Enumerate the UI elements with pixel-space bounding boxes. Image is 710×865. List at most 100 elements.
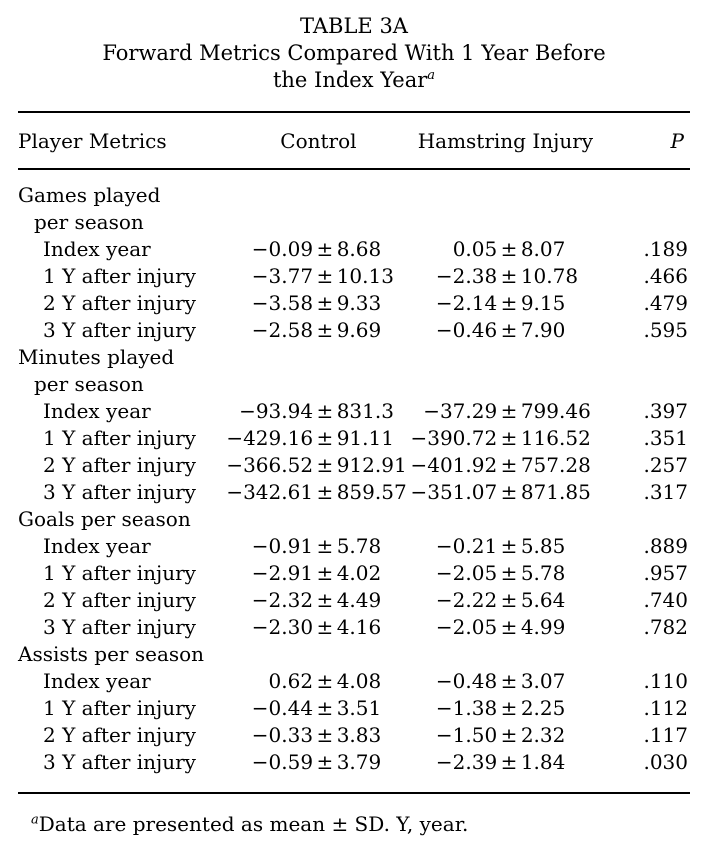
control-mean: −2.58 (251, 318, 314, 342)
table-title-line: Forward Metrics Compared With 1 Year Bef… (102, 41, 606, 65)
section-label-row: Games played (18, 169, 690, 209)
table-row: Index year −0.91 ±5.78 −0.21 ±5.85.889 (18, 533, 690, 560)
table-title-continued: the Index Yeara (18, 67, 690, 94)
p-value: .782 (643, 615, 688, 639)
row-label: 2 Y after injury (43, 453, 196, 477)
row-label: 2 Y after injury (43, 723, 196, 747)
plus-minus-sign: ± (500, 723, 518, 747)
section-label: Assists per season (18, 642, 205, 666)
col-header-control: Control (280, 128, 357, 153)
hamstring-sd: 2.25 (520, 696, 566, 720)
p-value: .112 (643, 696, 688, 720)
hamstring-mean: 0.05 (452, 237, 498, 261)
table-number: TABLE 3A (300, 14, 408, 38)
col-header-player-metrics: Player Metrics (18, 128, 167, 153)
control-mean: −0.44 (251, 696, 314, 720)
plus-minus-sign: ± (316, 750, 334, 774)
control-sd: 912.91 (336, 453, 407, 477)
table-row: 3 Y after injury −2.58 ±9.69 −0.46 ±7.90.595 (18, 317, 690, 344)
hamstring-mean: −0.46 (435, 318, 498, 342)
control-sd: 9.33 (336, 291, 382, 315)
plus-minus-sign: ± (500, 318, 518, 342)
row-label: 3 Y after injury (43, 318, 196, 342)
plus-minus-sign: ± (500, 615, 518, 639)
hamstring-mean: −2.05 (435, 615, 498, 639)
table-row: 3 Y after injury −342.61 ±859.57 −351.07 ±87… (18, 479, 690, 506)
footnote-marker-sup: a (427, 68, 436, 83)
hamstring-sd: 116.52 (520, 426, 591, 450)
hamstring-sd: 7.90 (520, 318, 566, 342)
plus-minus-sign: ± (500, 237, 518, 261)
plus-minus-sign: ± (316, 453, 334, 477)
p-value: .189 (643, 237, 688, 261)
p-value: .117 (643, 723, 688, 747)
header-row: Player Metrics Control Hamstring Injury … (18, 112, 690, 169)
plus-minus-sign: ± (500, 696, 518, 720)
section-label-continued: per season (34, 372, 144, 396)
plus-minus-sign: ± (500, 669, 518, 693)
hamstring-sd: 4.99 (520, 615, 566, 639)
hamstring-sd: 757.28 (520, 453, 591, 477)
control-mean: −2.30 (251, 615, 314, 639)
control-mean: −429.16 (226, 426, 314, 450)
control-mean: −342.61 (226, 480, 314, 504)
section-label-continued: per season (34, 210, 144, 234)
hamstring-mean: −2.22 (435, 588, 498, 612)
row-label: Index year (43, 237, 151, 261)
p-value: .740 (643, 588, 688, 612)
control-sd: 3.79 (336, 750, 382, 774)
plus-minus-sign: ± (500, 291, 518, 315)
plus-minus-sign: ± (316, 723, 334, 747)
hamstring-sd: 8.07 (520, 237, 566, 261)
control-mean: −93.94 (239, 399, 314, 423)
plus-minus-sign: ± (316, 291, 334, 315)
control-sd: 5.78 (336, 534, 382, 558)
hamstring-mean: −0.21 (435, 534, 498, 558)
plus-minus-sign: ± (500, 750, 518, 774)
footnote-text: Data are presented as mean ± SD. Y, year… (38, 812, 469, 836)
table-row: 1 Y after injury −0.44 ±3.51 −1.38 ±2.25.112 (18, 695, 690, 722)
plus-minus-sign: ± (500, 264, 518, 288)
plus-minus-sign: ± (500, 426, 518, 450)
control-mean: −0.59 (251, 750, 314, 774)
control-sd: 9.69 (336, 318, 382, 342)
hamstring-sd: 1.84 (520, 750, 566, 774)
hamstring-mean: −390.72 (410, 426, 498, 450)
hamstring-sd: 5.85 (520, 534, 566, 558)
p-value: .466 (643, 264, 688, 288)
table-caption: TABLE 3A Forward Metrics Compared With 1… (18, 13, 690, 94)
footnote-marker: a (31, 812, 39, 828)
plus-minus-sign: ± (316, 480, 334, 504)
table-row: 3 Y after injury −2.30 ±4.16 −2.05 ±4.99.782 (18, 614, 690, 641)
hamstring-mean: −0.48 (435, 669, 498, 693)
control-mean: −3.58 (251, 291, 314, 315)
row-label: 1 Y after injury (43, 264, 196, 288)
plus-minus-sign: ± (316, 615, 334, 639)
hamstring-mean: −2.38 (435, 264, 498, 288)
control-mean: −0.09 (251, 237, 314, 261)
table-row: 2 Y after injury −3.58 ±9.33 −2.14 ±9.15.479 (18, 290, 690, 317)
p-value: .351 (643, 426, 688, 450)
hamstring-sd: 871.85 (520, 480, 591, 504)
table-row: 2 Y after injury −2.32 ±4.49 −2.22 ±5.64.740 (18, 587, 690, 614)
table-row: 1 Y after injury −429.16 ±91.11 −390.72 ±116… (18, 425, 690, 452)
plus-minus-sign: ± (316, 264, 334, 288)
p-value: .957 (643, 561, 688, 585)
section-label: Games played (18, 183, 161, 207)
control-sd: 4.02 (336, 561, 382, 585)
plus-minus-sign: ± (316, 318, 334, 342)
plus-minus-sign: ± (500, 534, 518, 558)
hamstring-sd: 3.07 (520, 669, 566, 693)
hamstring-sd: 799.46 (520, 399, 591, 423)
p-value: .030 (643, 750, 688, 774)
plus-minus-sign: ± (500, 480, 518, 504)
p-value: .889 (643, 534, 688, 558)
plus-minus-sign: ± (500, 561, 518, 585)
hamstring-mean: −1.38 (435, 696, 498, 720)
forward-metrics-table: Player Metrics Control Hamstring Injury … (18, 111, 690, 794)
control-sd: 91.11 (336, 426, 394, 450)
table-row: Index year −93.94 ±831.3 −37.29 ±799.46.397 (18, 398, 690, 425)
hamstring-sd: 10.78 (520, 264, 579, 288)
control-sd: 3.83 (336, 723, 382, 747)
